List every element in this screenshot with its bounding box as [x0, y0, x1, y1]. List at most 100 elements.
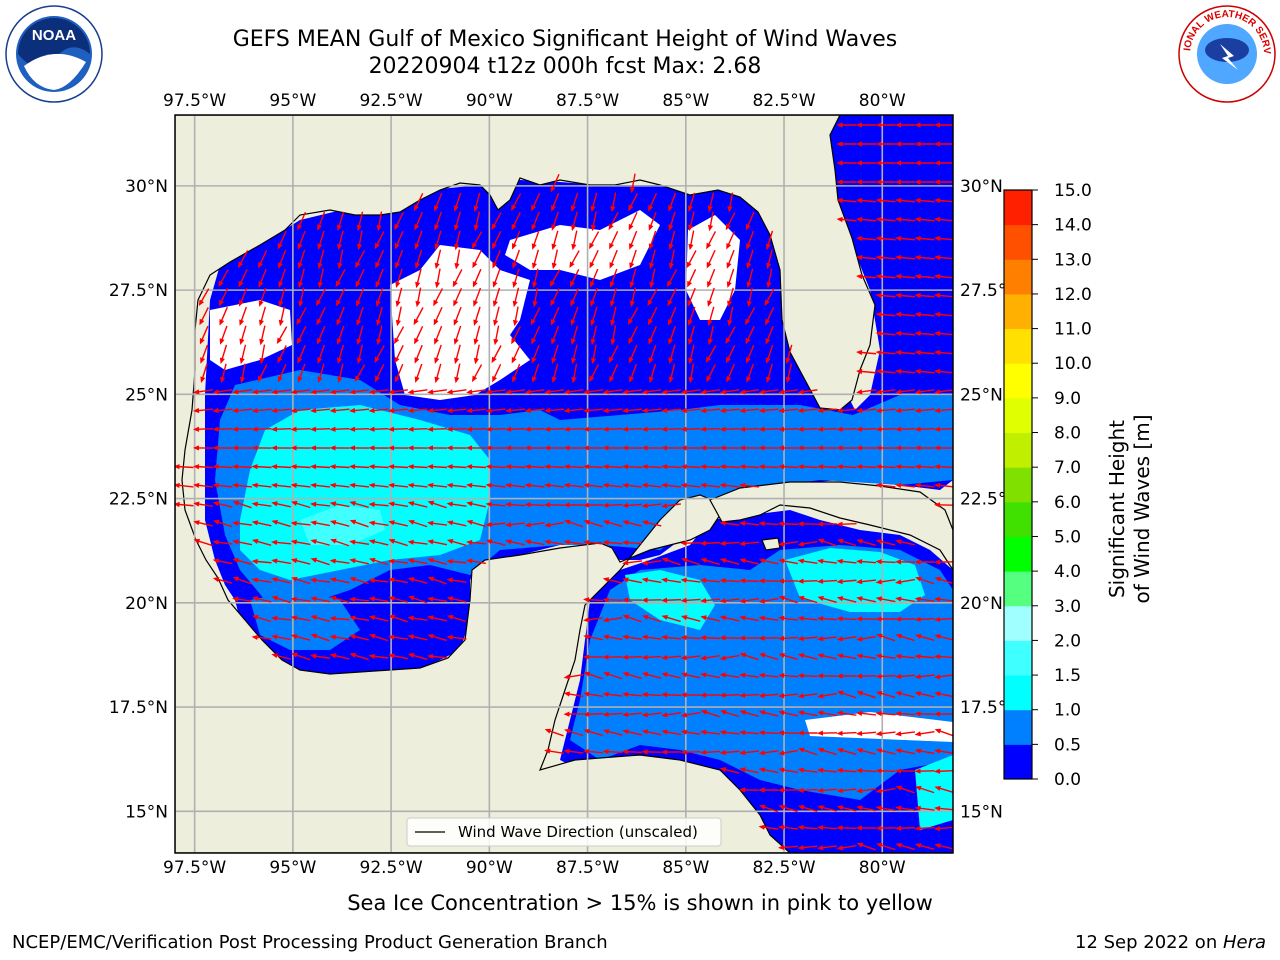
wave-arrow — [413, 193, 424, 212]
wave-arrow — [647, 288, 658, 307]
wave-arrow — [609, 249, 618, 269]
wave-arrow — [895, 805, 916, 811]
wave-arrow — [914, 407, 935, 414]
wave-arrow — [934, 349, 953, 356]
wave-arrow — [290, 482, 311, 488]
wave-arrow — [376, 306, 383, 327]
wave-arrow — [797, 673, 818, 679]
wave-arrow — [797, 844, 818, 851]
wave-arrow — [758, 692, 779, 699]
wave-arrow — [175, 482, 194, 488]
wave-arrow — [856, 179, 876, 185]
wave-arrow — [856, 235, 877, 242]
wave-arrow — [609, 268, 618, 288]
wave-arrow — [856, 445, 877, 451]
wave-arrow — [895, 426, 916, 432]
wave-arrow — [310, 653, 331, 659]
wave-arrow — [446, 596, 467, 603]
wave-arrow — [505, 426, 526, 432]
wave-arrow — [531, 325, 541, 345]
wave-arrow — [271, 577, 291, 584]
lon-tick-label-bottom: 95°W — [269, 858, 316, 878]
wave-arrow — [642, 614, 662, 623]
wave-arrow — [700, 692, 721, 698]
wave-arrow — [485, 464, 506, 470]
wave-arrow — [563, 482, 584, 488]
wave-arrow — [277, 345, 287, 364]
wave-arrow — [817, 747, 837, 756]
wave-arrow — [368, 520, 389, 527]
wave-arrow — [875, 653, 896, 659]
wave-arrow — [316, 325, 326, 345]
wave-arrow — [914, 426, 935, 432]
wave-arrow — [395, 249, 404, 269]
wave-arrow — [797, 464, 818, 470]
wave-arrow — [271, 634, 291, 641]
wave-arrow — [316, 307, 326, 326]
wave-arrow — [875, 748, 896, 755]
wave-arrow — [374, 231, 385, 250]
wave-arrow — [212, 501, 233, 508]
wave-arrow — [836, 710, 857, 716]
wave-arrow — [817, 464, 838, 470]
wave-arrow — [914, 730, 935, 737]
wave-arrow — [433, 288, 444, 307]
wave-arrow — [368, 389, 389, 395]
wave-arrow — [271, 482, 292, 488]
wave-arrow — [563, 691, 584, 698]
colorbar-tick-label: 5.0 — [1054, 527, 1081, 547]
wave-arrow — [687, 325, 696, 346]
wave-arrow — [297, 344, 306, 364]
wave-arrow — [175, 464, 194, 470]
wave-arrow — [544, 407, 565, 414]
colorbar-tick-label: 11.0 — [1054, 320, 1092, 340]
wave-arrow — [856, 426, 877, 432]
wave-arrow — [629, 230, 638, 250]
wave-arrow — [797, 710, 818, 717]
wave-arrow — [512, 363, 521, 383]
wave-arrow — [473, 344, 480, 365]
wave-arrow — [875, 216, 896, 223]
wave-arrow — [661, 712, 682, 718]
wave-arrow — [239, 363, 246, 384]
wave-arrow — [797, 521, 818, 527]
lon-tick-label-top: 95°W — [269, 91, 316, 111]
wave-arrow — [388, 538, 408, 547]
wave-arrow — [648, 192, 658, 212]
wave-arrow — [493, 325, 500, 346]
wave-arrow — [512, 268, 520, 289]
wave-arrow — [219, 344, 228, 364]
wave-arrow — [739, 652, 759, 661]
wave-arrow — [212, 389, 233, 395]
wave-arrow — [583, 654, 604, 660]
wave-arrow — [785, 363, 793, 384]
wave-arrow — [512, 249, 520, 269]
wave-arrow — [836, 558, 857, 565]
wave-arrow — [836, 445, 857, 451]
wave-arrow — [388, 520, 408, 527]
wave-arrow — [349, 634, 369, 641]
wave-arrow — [915, 785, 935, 794]
wave-arrow — [349, 539, 370, 545]
wave-arrow — [622, 749, 643, 755]
lat-tick-label-left: 22.5°N — [109, 490, 168, 510]
wave-arrow — [700, 577, 721, 584]
wave-arrow — [934, 711, 953, 717]
wave-arrow — [570, 287, 579, 307]
wave-arrow — [856, 616, 877, 622]
wave-arrow — [193, 538, 213, 547]
wave-arrow — [349, 652, 369, 661]
wave-arrow — [895, 559, 916, 565]
wave-arrow — [376, 325, 383, 346]
wave-arrow — [856, 558, 877, 565]
wave-arrow — [414, 230, 423, 250]
wave-arrow — [797, 635, 818, 642]
wave-arrow — [473, 211, 481, 232]
wave-arrow — [817, 558, 838, 564]
wave-arrow — [856, 349, 877, 356]
wave-arrow — [739, 692, 760, 698]
wave-arrow — [329, 558, 350, 564]
wave-arrow — [641, 482, 662, 488]
lon-tick-label-bottom: 90°W — [466, 858, 513, 878]
wave-arrow — [719, 578, 740, 584]
